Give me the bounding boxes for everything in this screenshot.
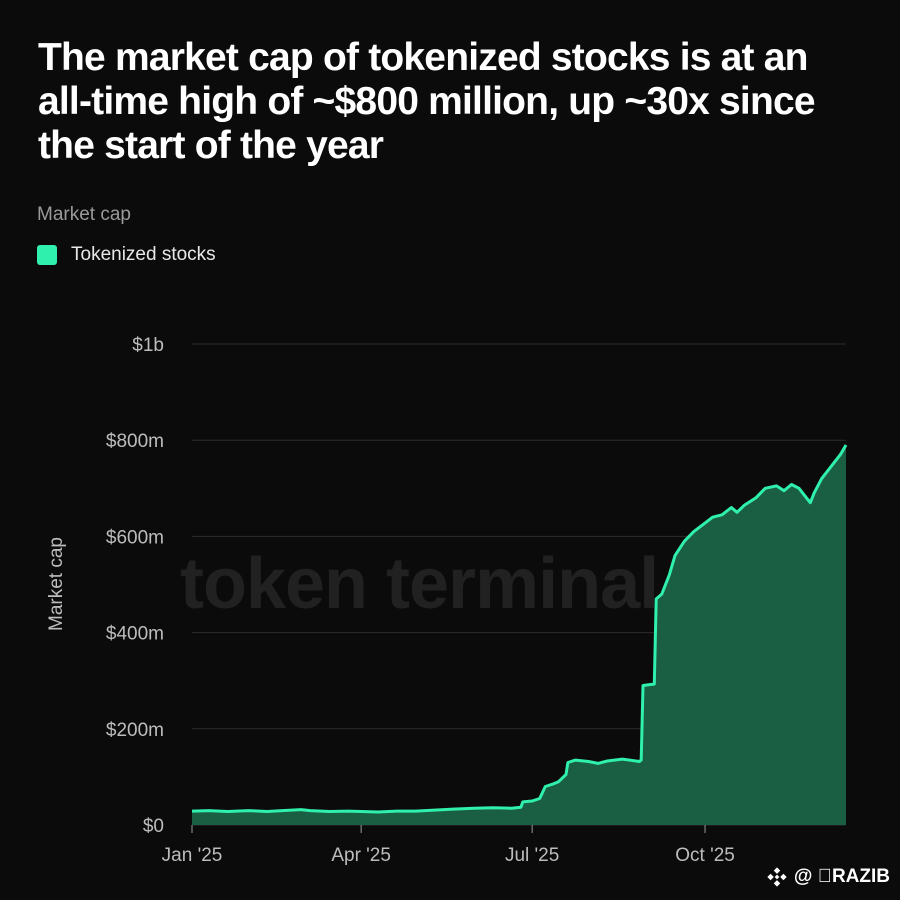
- x-tick-label: Jan '25: [162, 845, 223, 866]
- y-tick-label: $1b: [132, 335, 164, 356]
- x-tick-labels: Jan '25 Apr '25 Jul '25 Oct '25: [162, 825, 735, 866]
- legend-label: Tokenized stocks: [71, 244, 216, 265]
- y-tick-label: $400m: [106, 624, 164, 645]
- y-tick-label: $0: [143, 816, 164, 837]
- x-tick-label: Jul '25: [505, 845, 559, 866]
- x-tick-label: Apr '25: [331, 845, 391, 866]
- series-area: [192, 445, 846, 825]
- chart-subtitle: Market cap: [37, 204, 131, 225]
- y-axis-title: Market cap: [46, 537, 67, 631]
- y-tick-labels: $0 $200m $400m $600m $800m $1b: [106, 335, 164, 837]
- binance-square-icon: [767, 867, 787, 887]
- watermark: token terminal_: [180, 544, 699, 624]
- chart-title: The market cap of tokenized stocks is at…: [38, 36, 816, 167]
- legend: Tokenized stocks: [37, 244, 216, 266]
- x-tick-label: Oct '25: [675, 845, 735, 866]
- series-line: [191, 444, 848, 814]
- y-tick-label: $200m: [106, 720, 164, 741]
- credit: @  RAZIB: [766, 866, 890, 888]
- y-tick-label: $800m: [106, 431, 164, 452]
- y-tick-label: $600m: [106, 527, 164, 548]
- legend-swatch: [37, 245, 57, 265]
- credit-text: @  RAZIB: [793, 866, 890, 887]
